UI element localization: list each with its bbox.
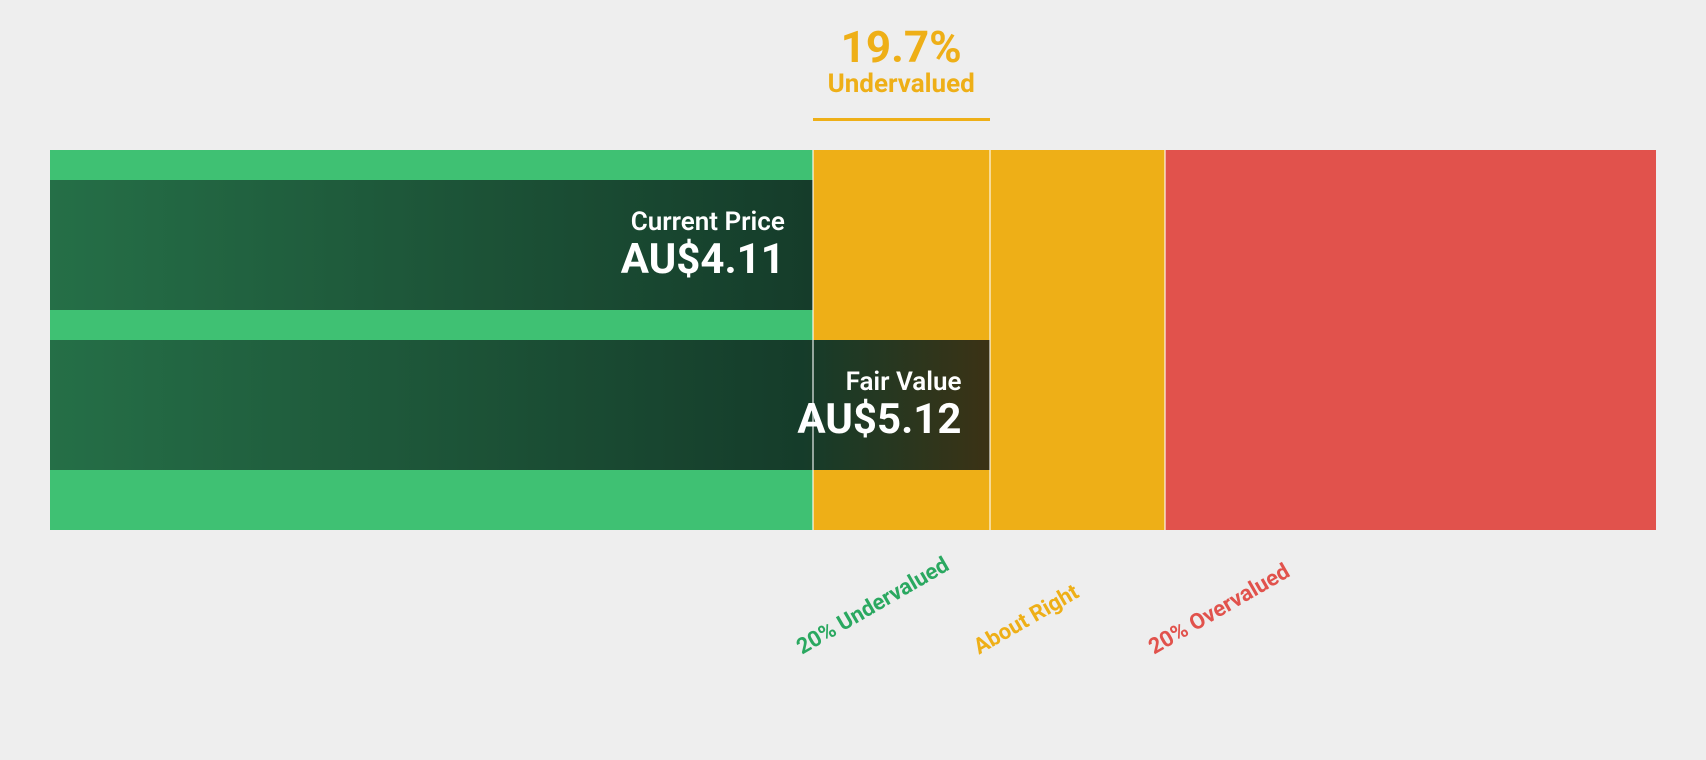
current-price-value: AU$4.11 [621, 237, 785, 283]
current-price-label: Current Price [621, 207, 785, 237]
valuation-track: Current Price AU$4.11 Fair Value AU$5.12 [50, 150, 1656, 530]
valuation-percent: 19.7% [828, 24, 975, 70]
track-divider [812, 150, 814, 530]
valuation-callout-underline [813, 118, 990, 121]
fair-value-value: AU$5.12 [797, 397, 961, 443]
valuation-gauge: 19.7% Undervalued Current Price AU$4.11 … [0, 0, 1706, 760]
track-divider [1164, 150, 1166, 530]
current-price-bar: Current Price AU$4.11 [50, 180, 813, 310]
fair-value-label: Fair Value [797, 367, 961, 397]
track-segment-overvalued [1165, 150, 1656, 530]
axis-label: 20% Overvalued [1144, 559, 1294, 660]
valuation-word: Undervalued [828, 70, 975, 99]
axis-label: About Right [969, 580, 1083, 660]
fair-value-bar: Fair Value AU$5.12 [50, 340, 990, 470]
axis-label: 20% Undervalued [792, 553, 953, 660]
track-divider [989, 150, 991, 530]
valuation-callout: 19.7% Undervalued [828, 24, 975, 99]
